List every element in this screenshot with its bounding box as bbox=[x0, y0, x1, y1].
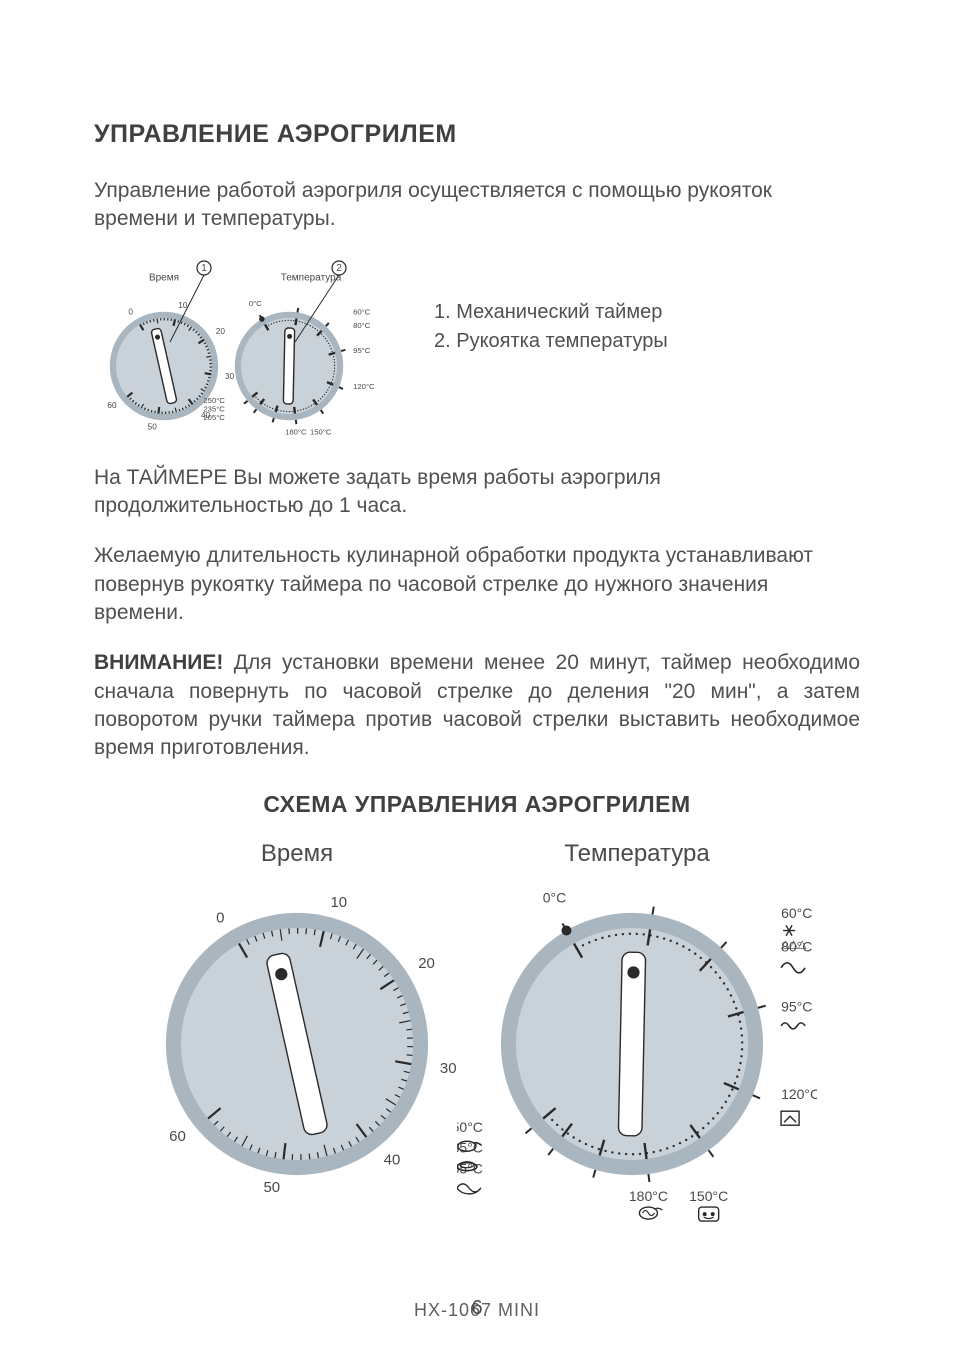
svg-text:20: 20 bbox=[418, 955, 435, 972]
legend-item-2: 2. Рукоятка температуры bbox=[434, 327, 668, 356]
svg-text:80°C: 80°C bbox=[781, 938, 812, 954]
manual-page: УПРАВЛЕНИЕ АЭРОГРИЛЕМ Управление работой… bbox=[0, 0, 954, 1354]
mini-dials-figure: 01020304050600°C60°C80°C95°C120°C150°C18… bbox=[94, 256, 394, 446]
big-dials-figure: Время 0102030405060 Температура 0°C60°C△… bbox=[94, 840, 860, 1274]
legend-block: 01020304050600°C60°C80°C95°C120°C150°C18… bbox=[94, 256, 860, 446]
page-number: 6 bbox=[0, 1297, 954, 1320]
svg-text:95°C: 95°C bbox=[353, 346, 371, 355]
svg-text:Температура: Температура bbox=[281, 272, 342, 283]
svg-text:80°C: 80°C bbox=[353, 321, 371, 330]
svg-text:150°C: 150°C bbox=[689, 1188, 728, 1204]
svg-text:50: 50 bbox=[148, 422, 158, 431]
svg-text:30: 30 bbox=[440, 1060, 457, 1077]
svg-text:0°C: 0°C bbox=[543, 889, 567, 905]
svg-text:20: 20 bbox=[216, 327, 226, 336]
svg-text:120°C: 120°C bbox=[353, 382, 375, 391]
mini-dials-svg: 01020304050600°C60°C80°C95°C120°C150°C18… bbox=[94, 256, 394, 446]
svg-text:0: 0 bbox=[128, 307, 133, 316]
temp-dial-svg: 0°C60°C△△△80°C95°C120°C150°C180°C205°C23… bbox=[457, 874, 817, 1274]
svg-text:60: 60 bbox=[107, 401, 117, 410]
time-dial-label: Время bbox=[261, 840, 333, 868]
svg-text:180°C: 180°C bbox=[629, 1188, 668, 1204]
page-title: УПРАВЛЕНИЕ АЭРОГРИЛЕМ bbox=[94, 120, 860, 149]
svg-text:30: 30 bbox=[225, 372, 235, 381]
svg-text:250°C: 250°C bbox=[203, 396, 225, 405]
intro-text: Управление работой аэрогриля осуществляе… bbox=[94, 177, 860, 234]
svg-text:Время: Время bbox=[149, 272, 179, 283]
svg-text:0: 0 bbox=[216, 909, 224, 926]
svg-text:180°C: 180°C bbox=[285, 427, 307, 436]
legend-list: 1. Механический таймер 2. Рукоятка темпе… bbox=[434, 298, 668, 356]
svg-text:2: 2 bbox=[336, 263, 342, 274]
svg-text:50: 50 bbox=[263, 1179, 280, 1196]
attention-label: ВНИМАНИЕ! bbox=[94, 651, 223, 674]
svg-text:40: 40 bbox=[384, 1151, 401, 1168]
svg-text:150°C: 150°C bbox=[310, 427, 332, 436]
temp-dial-label: Температура bbox=[564, 840, 709, 868]
svg-text:60°C: 60°C bbox=[353, 307, 371, 316]
svg-text:60: 60 bbox=[169, 1128, 186, 1145]
svg-text:1: 1 bbox=[201, 263, 207, 274]
svg-text:0°C: 0°C bbox=[249, 299, 262, 308]
svg-text:235°C: 235°C bbox=[203, 404, 225, 413]
svg-text:60°C: 60°C bbox=[781, 905, 812, 921]
para-attention: ВНИМАНИЕ! Для установки времени менее 20… bbox=[94, 649, 860, 762]
time-dial-svg: 0 10 20 30 40 50 60 bbox=[137, 874, 457, 1234]
para-duration: Желаемую длительность кулинарной обработ… bbox=[94, 542, 860, 627]
svg-text:250°C: 250°C bbox=[457, 1119, 483, 1135]
legend-item-1: 1. Механический таймер bbox=[434, 298, 668, 327]
svg-text:10: 10 bbox=[330, 894, 347, 911]
svg-text:95°C: 95°C bbox=[781, 998, 812, 1014]
svg-text:120°C: 120°C bbox=[781, 1086, 817, 1102]
para-timer: На ТАЙМЕРЕ Вы можете задать время работы… bbox=[94, 464, 860, 521]
temp-dial-col: Температура 0°C60°C△△△80°C95°C120°C150°C… bbox=[457, 840, 817, 1274]
scheme-title: СХЕМА УПРАВЛЕНИЯ АЭРОГРИЛЕМ bbox=[94, 791, 860, 818]
time-dial-col: Время 0 10 20 30 40 50 60 bbox=[137, 840, 457, 1234]
svg-text:205°C: 205°C bbox=[203, 413, 225, 422]
